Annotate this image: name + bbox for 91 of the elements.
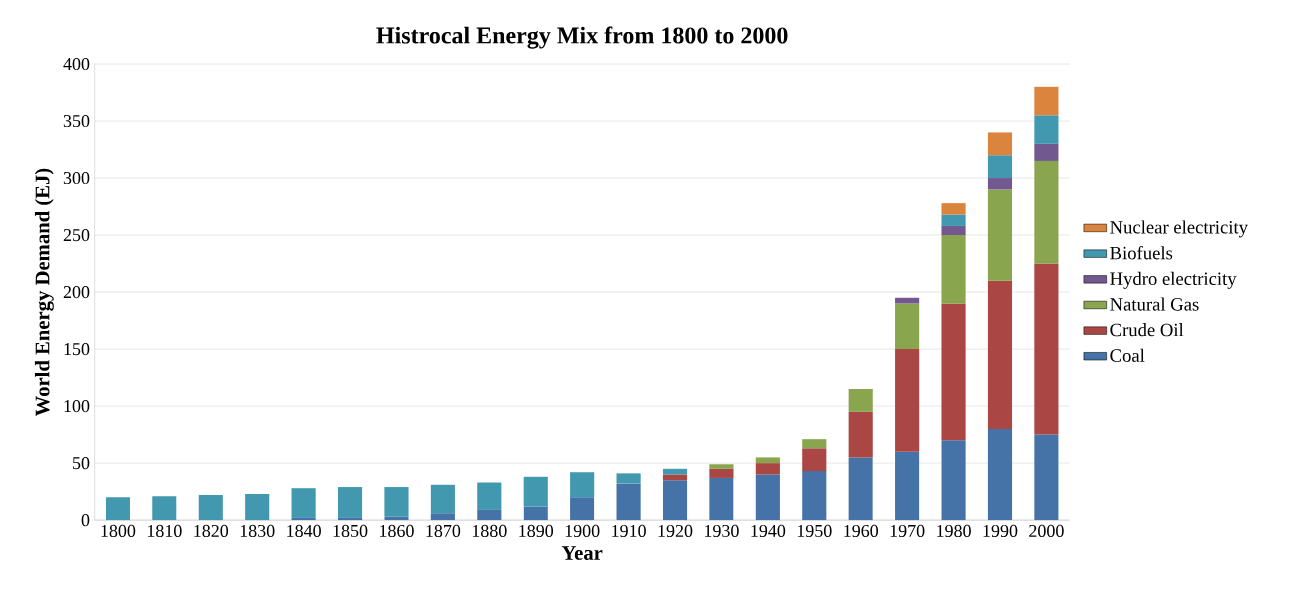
bar — [987, 132, 1013, 156]
bar — [848, 411, 873, 458]
y-tick-label: 150 — [64, 342, 90, 355]
legend-label: Nuclear electricity — [1110, 220, 1248, 238]
bar — [523, 506, 548, 520]
x-tick-label: 1990 — [983, 524, 1018, 537]
bar — [337, 486, 363, 518]
bar — [105, 497, 130, 520]
bar — [755, 462, 780, 475]
x-tick-label: 1880 — [472, 524, 507, 537]
y-tick-label: 250 — [63, 228, 90, 241]
x-tick-label: 1840 — [287, 524, 321, 537]
bar — [848, 457, 873, 520]
bar — [755, 457, 780, 463]
x-tick-label: 1860 — [380, 524, 414, 537]
bar — [709, 468, 734, 478]
bar — [152, 495, 177, 520]
bar — [1034, 263, 1059, 435]
bar — [662, 468, 688, 475]
bar — [987, 189, 1013, 281]
legend-label: Biofuels — [1110, 245, 1173, 260]
bar — [941, 225, 966, 235]
bar — [1034, 115, 1059, 144]
x-tick-label: 1830 — [240, 524, 275, 537]
bar — [1034, 434, 1059, 520]
x-tick-label: 1950 — [797, 524, 832, 537]
y-axis-title: World Energy Demand (EJ) — [34, 168, 54, 416]
bar — [848, 388, 873, 412]
x-tick-label: 2000 — [1029, 524, 1064, 537]
chart-title: Histrocal Energy Mix from 1800 to 2000 — [376, 26, 788, 49]
bar — [245, 493, 270, 520]
bar — [384, 486, 409, 517]
x-tick-label: 1980 — [937, 524, 971, 537]
bar — [430, 513, 455, 520]
bar — [895, 348, 920, 452]
x-tick-label: 1930 — [705, 524, 739, 537]
bar — [570, 472, 595, 498]
y-tick-label: 350 — [63, 114, 90, 127]
bar — [662, 479, 688, 520]
bar — [941, 214, 966, 226]
bar — [987, 155, 1013, 178]
x-tick-label: 1800 — [101, 524, 136, 537]
x-tick-label: 1940 — [751, 524, 786, 537]
bar — [802, 438, 827, 449]
legend-label: Hydro electricity — [1110, 271, 1237, 289]
bar — [941, 202, 966, 215]
bar — [895, 303, 920, 349]
bar — [616, 483, 641, 520]
bar — [430, 484, 455, 514]
bar — [941, 303, 966, 441]
x-tick-label: 1920 — [658, 524, 693, 537]
legend-label: Coal — [1110, 348, 1145, 362]
x-tick-label: 1810 — [147, 524, 182, 537]
bar — [477, 509, 502, 520]
bar — [941, 440, 966, 520]
bar — [987, 428, 1013, 520]
x-tick-label: 1870 — [426, 524, 461, 537]
bar — [709, 464, 734, 469]
x-tick-label: 1960 — [844, 524, 879, 537]
y-tick-label: 50 — [73, 456, 90, 469]
x-tick-label: 1970 — [890, 524, 925, 537]
bar — [895, 451, 920, 520]
x-axis-title: Year — [561, 545, 603, 560]
bar — [941, 234, 966, 304]
legend-label: Natural Gas — [1110, 297, 1199, 311]
bar — [802, 470, 827, 520]
y-tick-label: 100 — [64, 399, 90, 412]
y-tick-label: 200 — [63, 285, 90, 298]
x-tick-label: 1890 — [519, 524, 554, 537]
bar — [198, 494, 223, 520]
bar — [1034, 160, 1059, 264]
y-tick-label: 0 — [81, 513, 90, 526]
bar — [477, 482, 502, 510]
x-tick-label: 1820 — [194, 524, 229, 537]
x-tick-label: 1910 — [612, 524, 646, 537]
bar — [1034, 86, 1059, 116]
bar — [1034, 143, 1059, 161]
bar — [709, 477, 734, 520]
bar — [987, 280, 1013, 429]
x-tick-label: 1850 — [333, 524, 368, 537]
bar — [987, 177, 1013, 190]
bar — [570, 497, 595, 520]
legend-label: Crude Oil — [1110, 322, 1184, 337]
bar — [802, 448, 827, 471]
y-tick-label: 400 — [63, 57, 90, 70]
bar — [291, 487, 316, 518]
y-tick-label: 300 — [63, 171, 90, 184]
x-tick-label: 1900 — [565, 524, 600, 537]
bar — [755, 474, 780, 520]
bar — [523, 476, 548, 507]
bar — [616, 473, 641, 484]
